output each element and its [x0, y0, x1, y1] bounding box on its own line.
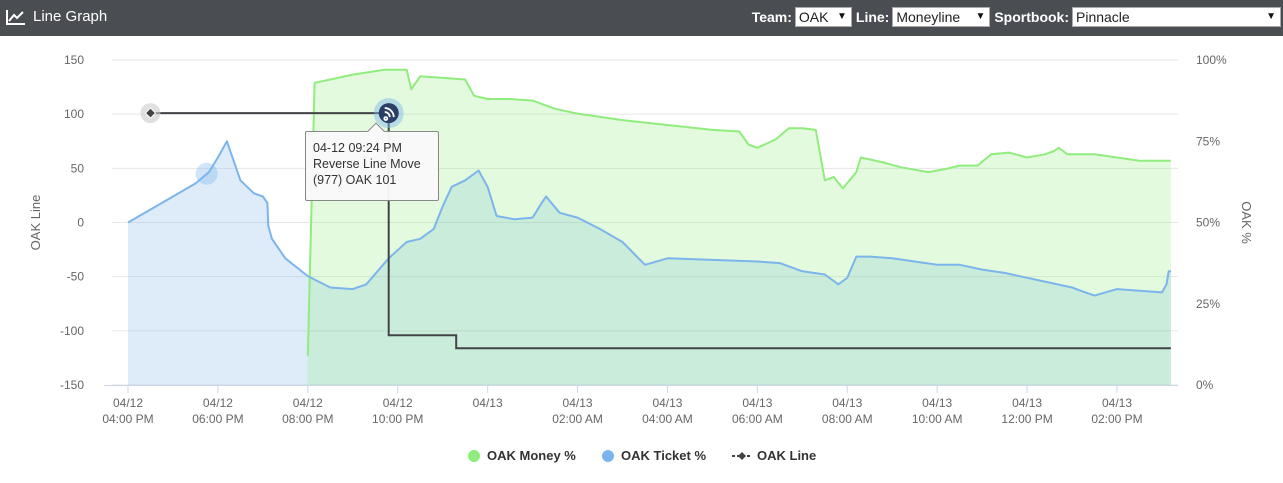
chevron-down-icon: ▼: [1266, 11, 1276, 22]
chart-tooltip: 04-12 09:24 PM Reverse Line Move (977) O…: [305, 122, 439, 201]
x-tick-date-label: 04/13: [1012, 396, 1042, 410]
y-right-tick-label: 75%: [1196, 134, 1220, 148]
y-left-axis-title: OAK Line: [28, 195, 43, 251]
chevron-down-icon: ▼: [836, 11, 847, 22]
x-tick-time-label: 04:00 AM: [642, 412, 693, 426]
x-tick-date-label: 04/13: [473, 396, 503, 410]
x-tick-date-label: 04/12: [383, 396, 413, 410]
sportsbook-label: Sportbook:: [994, 9, 1069, 25]
legend-item-line[interactable]: OAK Line: [732, 448, 816, 463]
money-series-line: [306, 68, 1171, 356]
x-tick-date-label: 04/13: [832, 396, 862, 410]
legend-label-ticket: OAK Ticket %: [621, 448, 707, 463]
chart-legend: OAK Money % OAK Ticket % OAK Line: [0, 448, 1283, 466]
legend-item-money[interactable]: OAK Money %: [468, 448, 576, 463]
line-chart-icon: [6, 9, 25, 25]
x-tick-time-label: 08:00 AM: [822, 412, 873, 426]
x-tick-time-label: 04:00 PM: [102, 412, 153, 426]
tooltip-event: Reverse Line Move: [313, 157, 421, 171]
y-right-axis-title: OAK %: [1239, 201, 1254, 244]
y-left-tick-label: 100: [64, 107, 84, 121]
x-tick-date-label: 04/13: [742, 396, 772, 410]
signal-icon: [383, 107, 395, 121]
x-tick-date-label: 04/12: [293, 396, 323, 410]
line-point-marker: [144, 107, 157, 119]
legend-dot-money: [468, 449, 480, 462]
y-left-tick-label: 0: [77, 216, 84, 230]
line-chart: 150 100 50 0 -50 -100 -150 100% 75% 50% 25% 0% OAK L…: [28, 53, 1254, 426]
team-select-value: OAK: [798, 9, 829, 25]
y-left-tick-label: -100: [60, 324, 84, 338]
x-tick-date-label: 04/12: [203, 396, 233, 410]
money-area: [307, 69, 1171, 386]
ticket-series-line: [127, 140, 1171, 297]
y-left-tick-label: -50: [67, 270, 85, 284]
ticket-point-halo: [195, 162, 218, 185]
sportsbook-select-value: Pinnacle: [1076, 9, 1130, 25]
x-tick-time-label: 08:00 PM: [282, 412, 333, 426]
x-tick-time-label: 06:00 AM: [732, 412, 783, 426]
team-select[interactable]: OAK ▼: [794, 7, 852, 27]
x-tick-date-label: 04/12: [113, 396, 143, 410]
line-select-value: Moneyline: [896, 9, 961, 25]
y-right-tick-label: 100%: [1196, 53, 1227, 67]
tooltip-time: 04-12 09:24 PM: [313, 141, 402, 155]
x-tick-time-label: 10:00 PM: [372, 412, 423, 426]
tooltip-detail: (977) OAK 101: [313, 173, 397, 187]
y-left-tick-label: 150: [64, 53, 84, 67]
y-right-tick-label: 25%: [1196, 297, 1220, 311]
sportsbook-select[interactable]: Pinnacle ▼: [1072, 7, 1281, 27]
x-tick-time-label: 12:00 PM: [1001, 412, 1052, 426]
y-right-tick-label: 0%: [1196, 378, 1214, 392]
legend-dot-ticket: [602, 449, 614, 462]
x-tick-time-label: 10:00 AM: [912, 412, 963, 426]
team-label: Team:: [751, 9, 792, 25]
legend-label-money: OAK Money %: [487, 448, 576, 463]
x-tick-date-label: 04/13: [563, 396, 593, 410]
legend-line-marker-icon: [732, 451, 752, 460]
y-left-tick-label: 50: [71, 161, 85, 175]
line-label: Line:: [855, 9, 890, 25]
filter-controls: Team: OAK ▼ Line: Moneyline ▼ Sportbook:…: [752, 7, 1281, 27]
line-select[interactable]: Moneyline ▼: [892, 7, 991, 27]
y-right-tick-label: 50%: [1196, 216, 1220, 230]
oak-line-series-line: [150, 112, 1171, 350]
x-tick-date-label: 04/13: [922, 396, 952, 410]
title-group: Line Graph: [6, 8, 107, 25]
x-tick-date-label: 04/13: [652, 396, 682, 410]
x-tick-time-label: 02:00 AM: [552, 412, 603, 426]
x-tick-date-label: 04/13: [1102, 396, 1132, 410]
x-tick-time-label: 02:00 PM: [1091, 412, 1142, 426]
legend-item-ticket[interactable]: OAK Ticket %: [602, 448, 706, 463]
chevron-down-icon: ▼: [975, 11, 986, 22]
header-bar: Line Graph Team: OAK ▼ Line: Moneyline ▼…: [0, 0, 1283, 36]
y-left-tick-label: -150: [60, 378, 84, 392]
x-tick-time-label: 06:00 PM: [192, 412, 243, 426]
page-title: Line Graph: [33, 8, 108, 25]
legend-label-line: OAK Line: [757, 448, 817, 463]
